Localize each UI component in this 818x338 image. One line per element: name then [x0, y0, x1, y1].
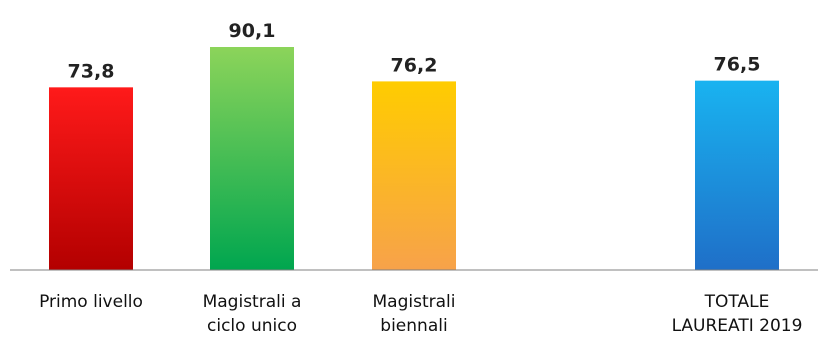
category-label-line: LAUREATI 2019: [672, 316, 803, 336]
value-label-4: 76,5: [714, 54, 761, 76]
value-label-3: 76,2: [391, 54, 438, 76]
category-label-line: ciclo unico: [207, 316, 297, 336]
category-label-line: Primo livello: [39, 292, 143, 312]
bar-4: [695, 80, 779, 271]
category-label-1: Primo livello: [39, 292, 143, 312]
category-label-2: Magistrali a ciclo unico: [203, 292, 302, 336]
value-labels-layer: 73,8 90,1 76,2 76,5: [68, 20, 761, 82]
category-label-line: Magistrali a: [203, 292, 302, 312]
category-label-line: biennali: [380, 316, 447, 336]
category-labels-layer: Primo livello Magistrali a ciclo unicoMagi…: [39, 292, 802, 336]
value-label-1: 73,8: [68, 60, 115, 82]
category-label-line: TOTALE: [704, 292, 770, 312]
bar-2: [210, 47, 294, 270]
bar-3: [372, 81, 456, 270]
category-label-4: TOTALE LAUREATI 2019: [672, 292, 803, 336]
category-label-3: Magistrali biennali: [373, 292, 456, 336]
value-label-2: 90,1: [229, 20, 276, 42]
bar-1: [49, 87, 133, 270]
bars-layer: [49, 47, 779, 271]
category-label-line: Magistrali: [373, 292, 456, 312]
